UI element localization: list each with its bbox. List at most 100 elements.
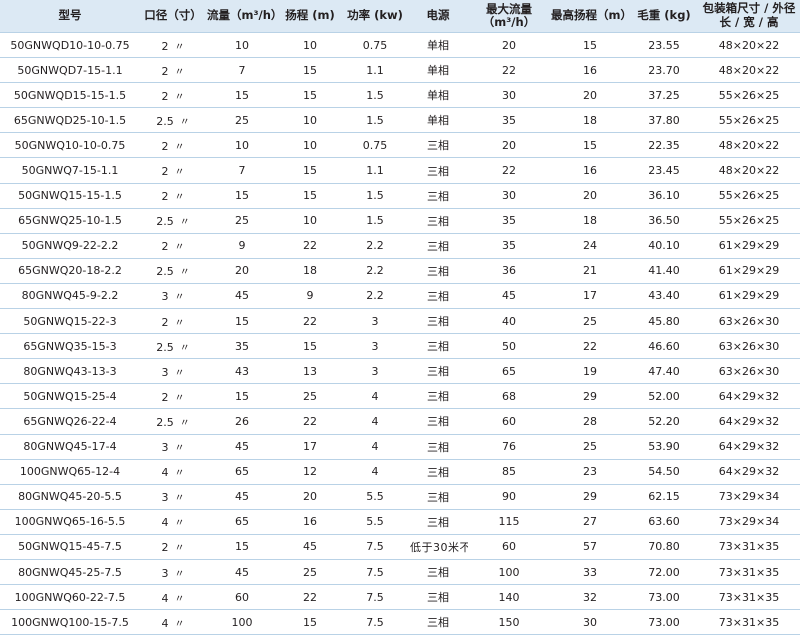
table-row: 100GNWQ65-16-5.5 4 〃 65 16 5.5 三相 115 27 63.60 73×…: [0, 509, 800, 535]
cell-weight: 47.40: [648, 364, 680, 378]
cell-power: 4: [371, 414, 379, 428]
bore-value: 2: [161, 541, 169, 555]
cell-package-size: 61×29×29: [718, 289, 780, 303]
cell-flow: 35: [235, 339, 249, 353]
cell-model: 65GNWQD25-10-1.5: [13, 113, 127, 127]
bore-value: 2: [161, 89, 169, 103]
cell-model: 65GNWQ26-22-4: [23, 414, 117, 428]
cell-flow: 45: [235, 440, 249, 454]
bore-value: 2: [161, 64, 169, 78]
cell-bore: 4 〃: [140, 509, 206, 534]
cell-power-supply: 三相: [427, 591, 449, 605]
bore-value: 3: [161, 290, 169, 304]
inch-mark: 〃: [179, 417, 190, 429]
cell-max-head: 16: [583, 164, 597, 178]
cell-max-flow: 35: [502, 214, 516, 228]
cell-max-flow: 30: [502, 189, 516, 203]
cell-power: 0.75: [362, 138, 388, 152]
cell-model: 50GNWQ15-15-1.5: [18, 189, 122, 203]
cell-flow: 25: [235, 113, 249, 127]
cell-model: 100GNWQ60-22-7.5: [14, 590, 126, 604]
inch-mark: 〃: [174, 167, 185, 179]
cell-package-size: 55×26×25: [718, 189, 780, 203]
table-row: 65GNWQD25-10-1.5 2.5 〃 25 10 1.5 单相 35 18 37.80 55…: [0, 108, 800, 133]
table-row: 80GNWQ43-13-3 3 〃 43 13 3 三相 65 19 47.40 63×26×30: [0, 359, 800, 384]
cell-flow: 45: [235, 289, 249, 303]
bore-value: 2.5: [156, 114, 174, 128]
cell-max-head: 22: [583, 339, 597, 353]
cell-weight: 37.25: [648, 88, 680, 102]
cell-weight: 73.00: [648, 590, 680, 604]
cell-power-supply: 单相: [427, 64, 449, 78]
cell-max-head: 17: [583, 289, 597, 303]
cell-bore: 4 〃: [140, 585, 206, 610]
cell-power: 1.1: [366, 63, 384, 77]
table-row: 50GNWQ15-15-1.5 2 〃 15 15 1.5 三相 30 20 36.10 55×26…: [0, 183, 800, 209]
cell-power: 5.5: [366, 490, 384, 504]
package-size-label: 包装箱尺寸 / 外径: [702, 1, 796, 16]
cell-model: 65GNWQ20-18-2.2: [18, 264, 122, 278]
header-row: 型号 口径（寸） 流量（m³/h） 扬程 (m) 功率 (kw) 电源 最大流量…: [0, 0, 800, 33]
cell-max-flow: 60: [502, 414, 516, 428]
cell-weight: 23.55: [648, 38, 680, 52]
inch-mark: 〃: [174, 141, 185, 153]
cell-head: 45: [303, 540, 317, 554]
cell-package-size: 73×31×35: [718, 565, 780, 579]
cell-model: 50GNWQD10-10-0.75: [10, 38, 130, 52]
cell-bore: 3 〃: [140, 283, 206, 308]
cell-package-size: 73×31×35: [718, 615, 780, 629]
bore-value: 3: [161, 365, 169, 379]
cell-power: 3: [371, 314, 379, 328]
cell-flow: 20: [235, 264, 249, 278]
cell-bore: 2 〃: [140, 233, 206, 258]
cell-head: 22: [303, 414, 317, 428]
cell-flow: 45: [235, 490, 249, 504]
cell-head: 16: [303, 515, 317, 529]
cell-max-head: 29: [583, 490, 597, 504]
cell-max-flow: 140: [498, 590, 520, 604]
inch-mark: 〃: [179, 116, 190, 128]
cell-power: 2.2: [366, 264, 384, 278]
cell-model: 100GNWQ100-15-7.5: [11, 615, 129, 629]
cell-power-supply: 三相: [427, 616, 449, 630]
cell-flow: 25: [235, 214, 249, 228]
cell-max-flow: 20: [502, 38, 516, 52]
inch-mark: 〃: [179, 342, 190, 354]
cell-flow: 7: [238, 164, 246, 178]
cell-max-head: 57: [583, 540, 597, 554]
cell-package-size: 64×29×32: [718, 389, 780, 403]
cell-bore: 2 〃: [140, 309, 206, 334]
cell-flow: 65: [235, 515, 249, 529]
cell-max-head: 32: [583, 590, 597, 604]
cell-max-head: 29: [583, 389, 597, 403]
cell-weight: 23.45: [648, 164, 680, 178]
bore-value: 2: [161, 39, 169, 53]
column-header-power: 功率 (kw): [342, 0, 408, 33]
cell-flow: 60: [235, 590, 249, 604]
bore-value: 2: [161, 165, 169, 179]
cell-model: 50GNWQD7-15-1.1: [17, 63, 123, 77]
cell-bore: 2 〃: [140, 534, 206, 559]
bore-value: 4: [161, 591, 169, 605]
table-row: 50GNWQ15-22-3 2 〃 15 22 3 三相 40 25 45.80 63×26×30: [0, 309, 800, 334]
cell-flow: 7: [238, 63, 246, 77]
cell-weight: 40.10: [648, 239, 680, 253]
table-header: 型号 口径（寸） 流量（m³/h） 扬程 (m) 功率 (kw) 电源 最大流量…: [0, 0, 800, 33]
cell-max-flow: 68: [502, 389, 516, 403]
inch-mark: 〃: [174, 317, 185, 329]
cell-model: 50GNWQ10-10-0.75: [14, 138, 126, 152]
cell-head: 13: [303, 364, 317, 378]
table-row: 50GNWQ7-15-1.1 2 〃 7 15 1.1 三相 22 16 23.45 48×20×2…: [0, 158, 800, 184]
cell-power-supply: 三相: [427, 566, 449, 580]
cell-power-supply: 单相: [427, 114, 449, 128]
cell-power: 4: [371, 389, 379, 403]
inch-mark: 〃: [174, 91, 185, 103]
cell-power: 2.2: [366, 289, 384, 303]
cell-package-size: 48×20×22: [718, 164, 780, 178]
cell-max-flow: 40: [502, 314, 516, 328]
inch-mark: 〃: [174, 242, 185, 254]
cell-weight: 45.80: [648, 314, 680, 328]
cell-weight: 62.15: [648, 490, 680, 504]
cell-model: 80GNWQ45-17-4: [23, 440, 117, 454]
